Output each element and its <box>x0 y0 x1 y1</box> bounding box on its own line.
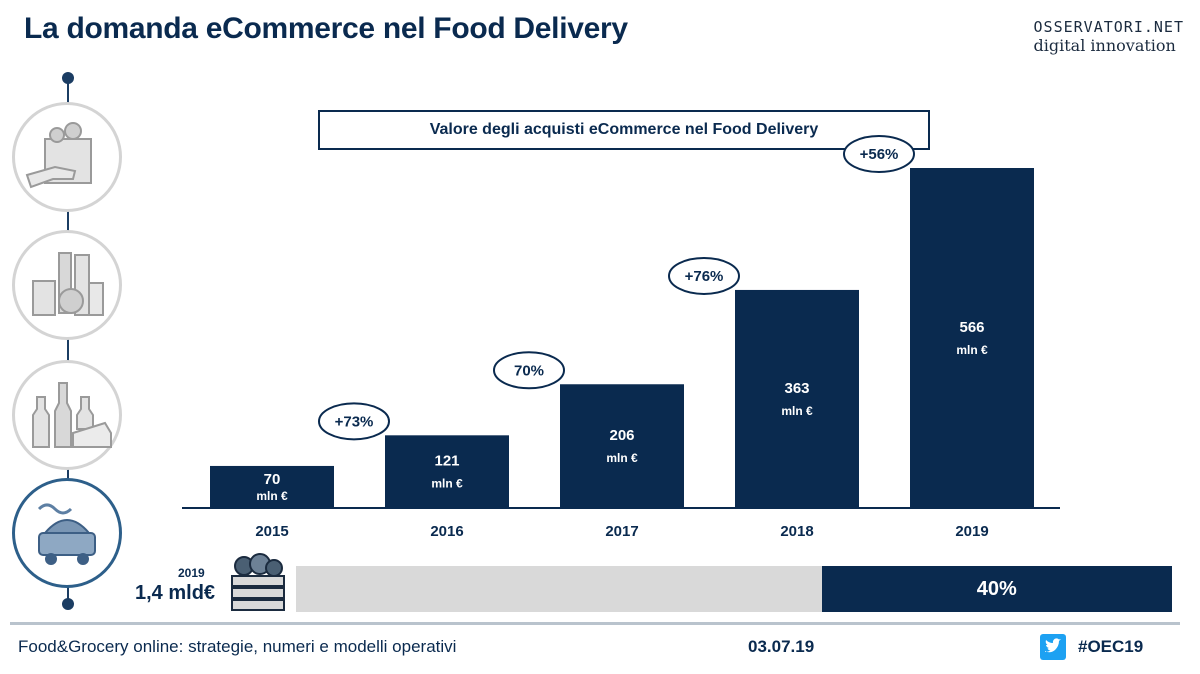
packaged-food-icon <box>12 230 122 340</box>
growth-label: +56% <box>860 146 899 163</box>
wine-cheese-icon <box>12 360 122 470</box>
chart-title: Valore degli acquisti eCommerce nel Food… <box>318 110 930 150</box>
timeline-line <box>67 78 69 608</box>
data-label-value: 121 <box>434 453 459 470</box>
x-tick-label: 2018 <box>780 523 813 540</box>
bar-2015 <box>210 465 334 508</box>
twitter-icon <box>1040 634 1066 660</box>
logo-tagline: digital innovation <box>1033 36 1176 55</box>
data-label-unit: mln € <box>956 343 988 357</box>
x-tick-label: 2017 <box>605 523 638 540</box>
vegetable-crate-icon <box>231 553 285 611</box>
footer-hashtag: #OEC19 <box>1078 637 1144 656</box>
bar-2016 <box>385 435 509 508</box>
growth-label: +73% <box>335 413 374 430</box>
growth-badge <box>668 256 740 295</box>
growth-badge <box>843 135 915 173</box>
growth-label: +76% <box>685 268 724 285</box>
x-tick-label: 2019 <box>955 523 988 540</box>
share-bar: 40% <box>296 566 1172 612</box>
footer-divider <box>10 622 1180 625</box>
timeline-dot-bottom <box>62 598 74 610</box>
data-label-unit: mln € <box>606 451 638 465</box>
bar-2019 <box>910 168 1034 508</box>
share-percent-label: 40% <box>976 577 1017 600</box>
data-label-unit: mln € <box>431 477 463 491</box>
data-label-value: 363 <box>784 380 809 397</box>
timeline-dot-top <box>62 72 74 84</box>
growth-badge <box>318 402 390 441</box>
growth-label: 70% <box>514 362 544 379</box>
data-label-value: 566 <box>959 319 984 336</box>
growth-badge <box>493 351 565 390</box>
logo: OSSERVATORI.NET digital innovation <box>1034 18 1184 55</box>
x-tick-label: 2016 <box>430 523 463 540</box>
data-label-value: 70 <box>264 471 281 488</box>
data-label-value: 206 <box>609 427 634 444</box>
grocery-bag-icon <box>12 102 122 212</box>
data-label-unit: mln € <box>781 404 813 418</box>
bar-2017 <box>560 384 684 508</box>
x-tick-label: 2015 <box>255 523 288 540</box>
footer-date: 03.07.19 <box>748 637 815 656</box>
food-delivery-icon <box>12 478 122 588</box>
page-title: La domanda eCommerce nel Food Delivery <box>24 12 628 45</box>
logo-name: OSSERVATORI.NET <box>1033 18 1184 36</box>
share-total: 1,4 mld€ <box>135 582 216 604</box>
bar-2018 <box>735 289 859 508</box>
data-label-unit: mln € <box>256 489 288 503</box>
share-year: 2019 <box>178 566 205 580</box>
share-bar-fill: 40% <box>821 566 1172 612</box>
footer-event-title: Food&Grocery online: strategie, numeri e… <box>18 637 457 656</box>
